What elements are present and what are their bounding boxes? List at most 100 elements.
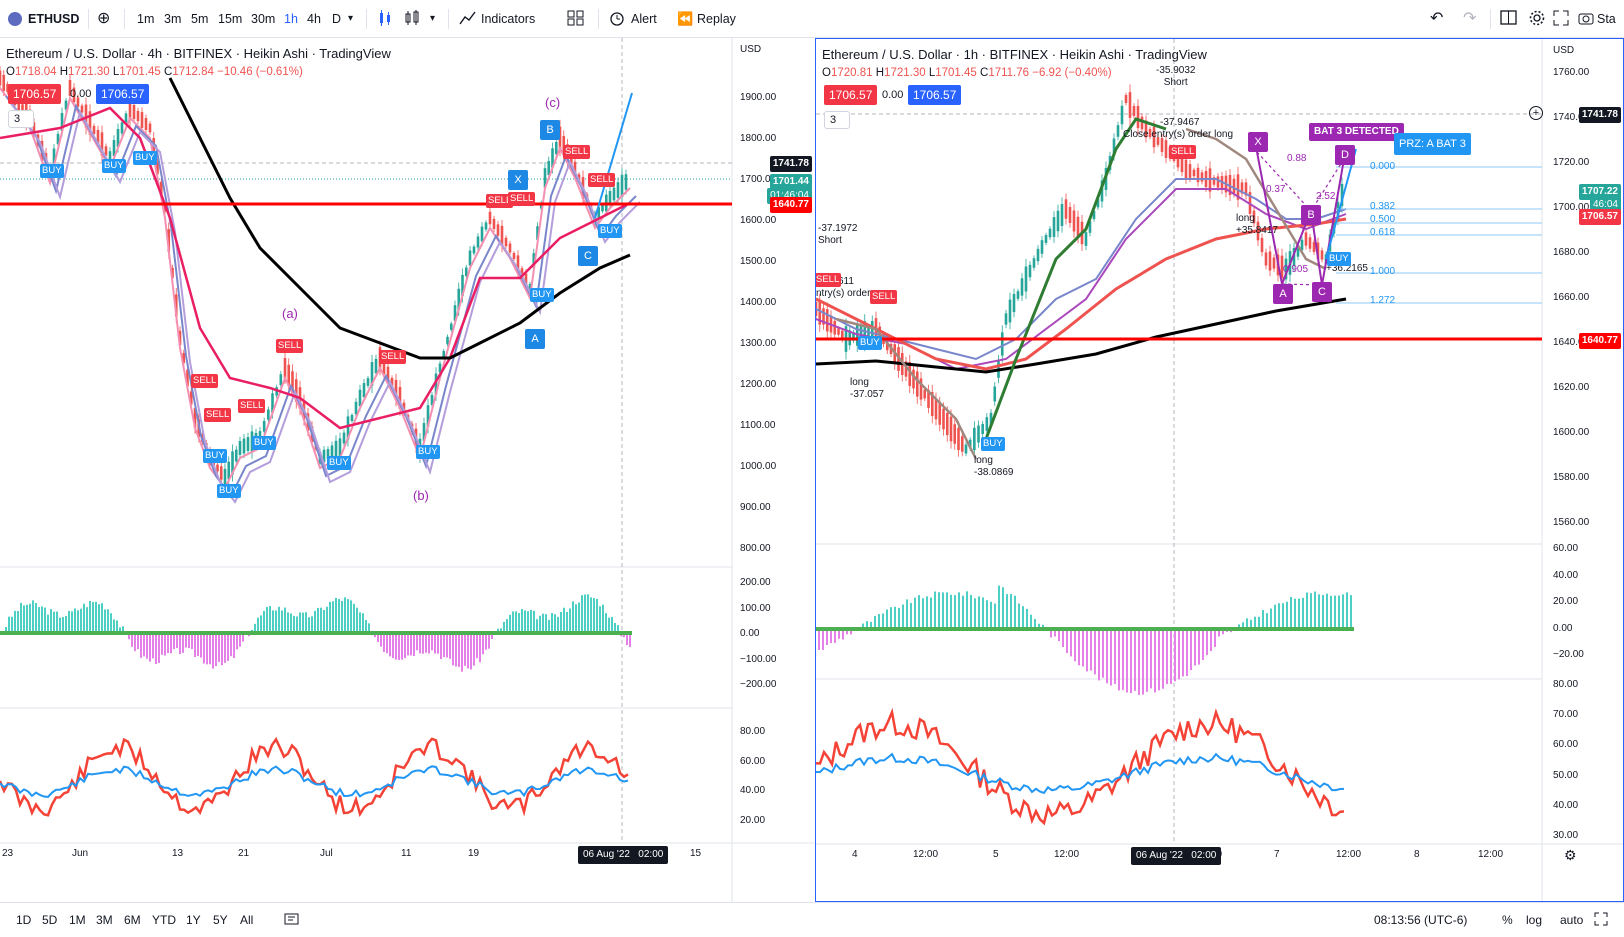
alert-button[interactable]: Alert	[631, 12, 657, 26]
timeframe-4h[interactable]: 4h	[307, 12, 321, 26]
sell-price-button[interactable]: 1706.57	[8, 84, 62, 104]
range-1d[interactable]: 1D	[16, 913, 32, 927]
range-1m[interactable]: 1M	[69, 913, 86, 927]
histogram-bar	[353, 603, 355, 633]
alarm-clock-icon[interactable]	[609, 0, 625, 38]
candle-body	[64, 100, 68, 110]
layout-split-icon[interactable]	[1500, 0, 1518, 38]
timeframe-30m[interactable]: 30m	[251, 12, 276, 26]
histogram-bar	[194, 633, 196, 657]
histogram-bar	[623, 633, 625, 638]
currency-label[interactable]: USD	[1553, 45, 1575, 56]
range-5y[interactable]: 5Y	[213, 913, 228, 927]
range-3m[interactable]: 3M	[96, 913, 113, 927]
candle-body	[0, 70, 2, 86]
histogram-bar	[1086, 629, 1088, 672]
time-tick: 11	[401, 848, 412, 859]
range-all[interactable]: All	[240, 913, 254, 927]
sell-price-button[interactable]: 1706.57	[824, 85, 878, 105]
histogram-bar	[110, 613, 112, 633]
date-cursor-label: 06 Aug '22 02:00	[1131, 847, 1222, 865]
histogram-bar	[527, 611, 529, 633]
timeframe-3m[interactable]: 3m	[164, 12, 182, 26]
candle-body	[524, 273, 528, 287]
histogram-bar	[599, 606, 601, 633]
histogram-bar	[1342, 594, 1344, 629]
range-1y[interactable]: 1Y	[186, 913, 201, 927]
candle-body	[1072, 210, 1076, 232]
indicators-button[interactable]: Indicators	[481, 12, 536, 26]
candle-style-icon[interactable]	[377, 0, 393, 38]
fullscreen-icon[interactable]	[1553, 0, 1569, 38]
indicator-counter[interactable]: 3	[8, 110, 34, 128]
timeframe-dropdown-icon[interactable]: ▾	[348, 13, 354, 24]
histogram-bar	[1130, 629, 1132, 694]
histogram-bar	[512, 611, 514, 633]
histogram-bar	[584, 594, 586, 633]
settings-gear-icon[interactable]	[1529, 0, 1545, 38]
histogram-bar	[389, 633, 391, 657]
fullscreen-icon[interactable]	[1594, 903, 1608, 937]
auto-scale-toggle[interactable]: auto	[1560, 913, 1584, 927]
candle-body	[294, 379, 298, 402]
timeframe-d[interactable]: D	[332, 12, 342, 26]
indicator-counter[interactable]: 3	[824, 111, 850, 129]
add-price-line-icon[interactable]: +	[1529, 106, 1543, 120]
histogram-bar	[263, 610, 265, 633]
range-6m[interactable]: 6M	[124, 913, 141, 927]
buy-signal: BUY	[981, 437, 1005, 451]
histogram-bar	[994, 603, 996, 629]
candle-body	[989, 412, 993, 426]
histogram-bar	[83, 603, 85, 633]
symbol-search[interactable]: ETHUSD	[28, 12, 80, 26]
histogram-bar	[974, 598, 976, 629]
chart-settings-gear-icon[interactable]: ⚙	[1564, 847, 1577, 863]
layout-grid-icon[interactable]	[567, 0, 585, 38]
percent-scale-toggle[interactable]: %	[1502, 913, 1513, 927]
timeframe-1m[interactable]: 1m	[137, 12, 155, 26]
chart-type-icon[interactable]	[404, 0, 420, 38]
compare-add-icon[interactable]: ⊕	[97, 10, 111, 27]
range-ytd[interactable]: YTD	[152, 913, 176, 927]
candle-body	[1056, 210, 1060, 232]
chart-pane-1h[interactable]: Ethereum / U.S. Dollar · 1h · BITFINEX ·…	[815, 38, 1624, 902]
candle-body	[1092, 210, 1096, 220]
timeframe-1h[interactable]: 1h	[284, 12, 298, 26]
log-scale-toggle[interactable]: log	[1526, 913, 1543, 927]
undo-icon[interactable]: ↶	[1430, 10, 1444, 27]
ema-green	[984, 117, 1167, 440]
start-button[interactable]: Sta	[1597, 12, 1616, 26]
chart-canvas-1h[interactable]	[816, 39, 1624, 901]
replay-button[interactable]: Replay	[697, 12, 736, 26]
redo-icon[interactable]: ↷	[1463, 10, 1477, 27]
candle-body	[825, 309, 829, 332]
timeframe-5m[interactable]: 5m	[191, 12, 209, 26]
chart-canvas-4h[interactable]	[0, 38, 814, 902]
sell-signal: SELL	[563, 145, 591, 159]
rsi-tick: 80.00	[740, 726, 766, 737]
chart-pane-4h[interactable]: Ethereum / U.S. Dollar · 4h · BITFINEX ·…	[0, 38, 814, 902]
histogram-bar	[1286, 601, 1288, 629]
buy-price-button[interactable]: 1706.57	[96, 84, 150, 104]
candle-body	[500, 225, 504, 247]
histogram-bar	[506, 619, 508, 633]
candle-body	[386, 366, 390, 382]
histogram-bar	[332, 601, 334, 633]
snapshot-camera-icon[interactable]	[1578, 0, 1594, 38]
histogram-bar	[1126, 629, 1128, 693]
candle-body	[1272, 257, 1276, 269]
buy-price-button[interactable]: 1706.57	[908, 85, 962, 105]
indicators-icon[interactable]	[459, 0, 477, 38]
replay-icon[interactable]: ⏪	[677, 11, 694, 26]
histogram-bar	[850, 629, 852, 635]
goto-date-icon[interactable]	[284, 903, 300, 937]
histogram-bar	[1298, 598, 1300, 629]
histogram-bar	[398, 633, 400, 661]
rsi-tick: 70.00	[1553, 709, 1579, 721]
chart-type-dropdown-icon[interactable]: ▾	[430, 13, 436, 24]
range-5d[interactable]: 5D	[42, 913, 58, 927]
histogram-bar	[593, 598, 595, 633]
currency-label[interactable]: USD	[740, 44, 762, 55]
clock-timezone[interactable]: 08:13:56 (UTC-6)	[1374, 913, 1468, 927]
timeframe-15m[interactable]: 15m	[218, 12, 243, 26]
